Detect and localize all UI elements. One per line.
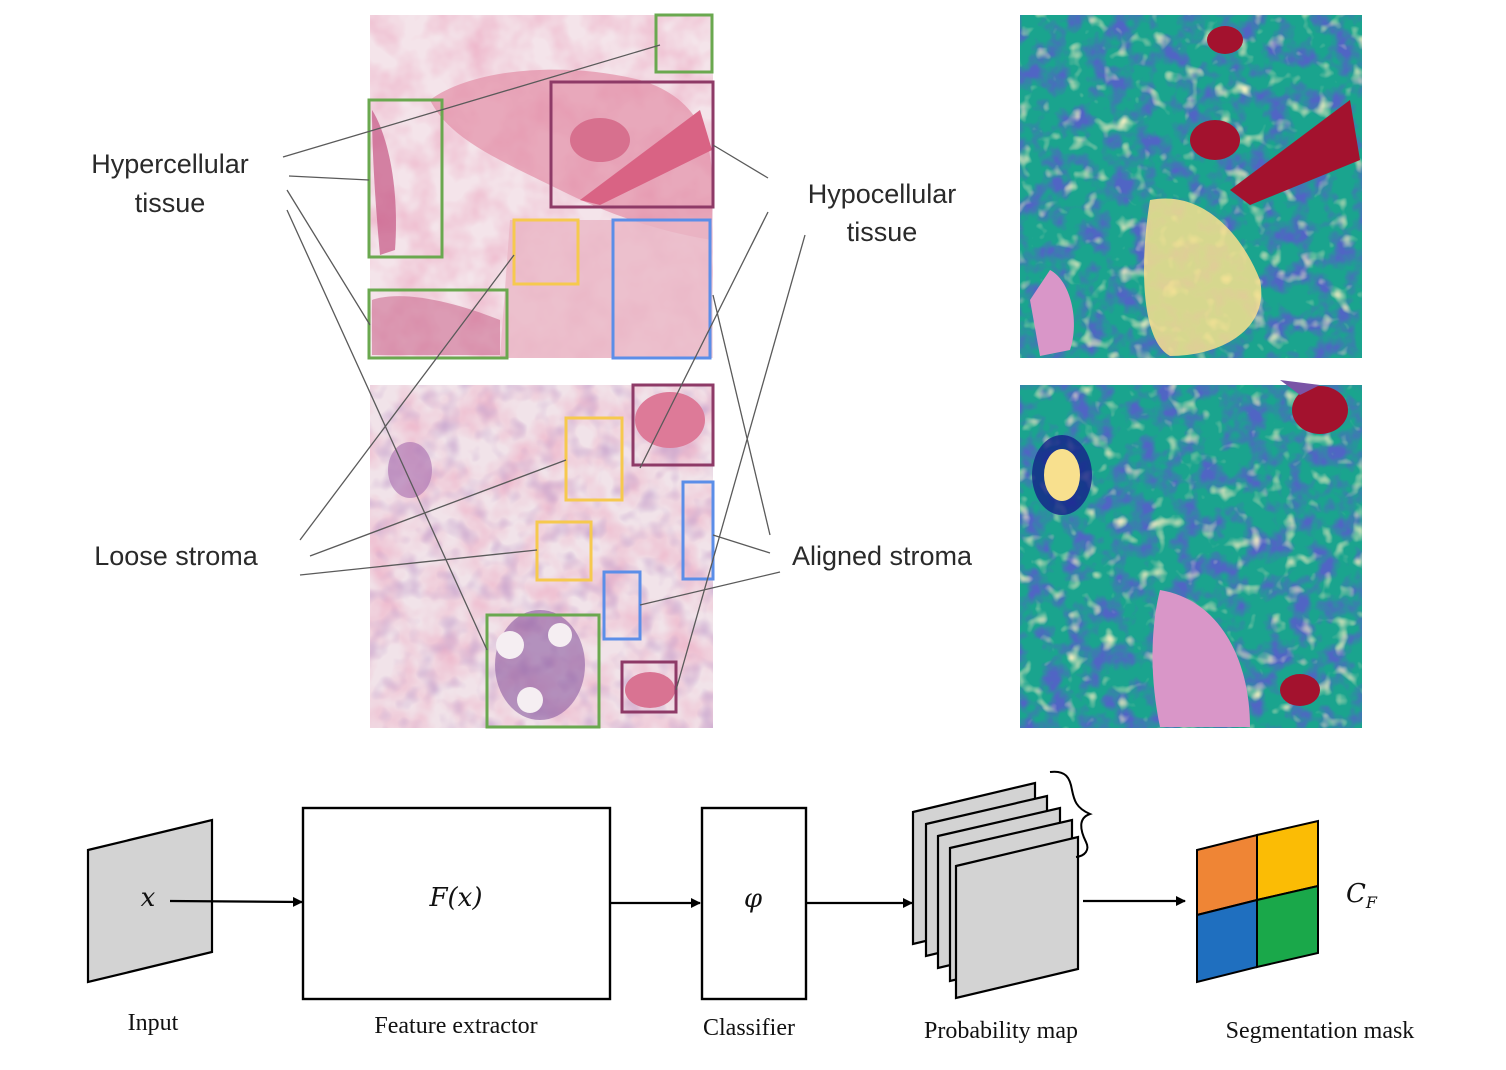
feature-symbol: F(x)	[429, 883, 483, 913]
label-loose-stroma: Loose stroma	[94, 541, 259, 571]
box-aligned-stroma	[602, 570, 642, 641]
box-aligned-stroma	[681, 480, 715, 581]
segmentation-map-bottom	[1020, 380, 1362, 728]
probability-map-stack	[911, 770, 1093, 1000]
arrow-input-to-extractor	[169, 896, 303, 907]
box-hypocellular	[631, 383, 715, 467]
input-label: Input	[128, 1010, 179, 1036]
box-hypercellular	[654, 13, 714, 74]
tissue-labels: Hypercellular tissue Hypocellular tissue…	[91, 149, 973, 571]
input-symbol: x	[141, 883, 156, 913]
histology-image-bottom	[370, 385, 713, 728]
box-loose-stroma	[535, 520, 593, 582]
histology-image-top	[370, 15, 713, 358]
mask-cell-green	[1256, 884, 1319, 969]
box-hypercellular	[485, 613, 601, 729]
label-hypocellular-2: tissue	[847, 217, 918, 247]
input-plane	[86, 818, 214, 984]
box-loose-stroma	[564, 416, 624, 502]
mask-cell-blue	[1196, 898, 1258, 984]
pipeline: x Input F(x) Feature extractor φ Classif…	[86, 770, 1415, 1044]
probability-label: Probability map	[924, 1018, 1078, 1044]
label-hypocellular: Hypocellular	[808, 179, 957, 209]
box-hypercellular	[367, 98, 444, 259]
feature-label: Feature extractor	[374, 1013, 537, 1039]
classifier-symbol: φ	[744, 884, 763, 914]
segmentation-map-top	[1020, 15, 1362, 358]
label-aligned-stroma: Aligned stroma	[792, 541, 973, 571]
label-hypercellular: Hypercellular	[91, 149, 249, 179]
mask-label: Segmentation mask	[1226, 1018, 1415, 1044]
brace-icon	[1049, 770, 1093, 858]
classifier-label: Classifier	[703, 1015, 795, 1041]
classifier-box	[700, 806, 808, 1001]
box-loose-stroma	[512, 218, 580, 286]
feature-extractor-box	[301, 806, 612, 1001]
output-symbol: CF	[1346, 879, 1378, 912]
leader-lines	[282, 44, 806, 691]
segmentation-mask	[1196, 819, 1319, 984]
label-hypercellular-2: tissue	[135, 188, 206, 218]
box-aligned-stroma	[611, 218, 712, 360]
box-hypocellular	[549, 80, 715, 209]
box-hypocellular	[620, 660, 678, 714]
